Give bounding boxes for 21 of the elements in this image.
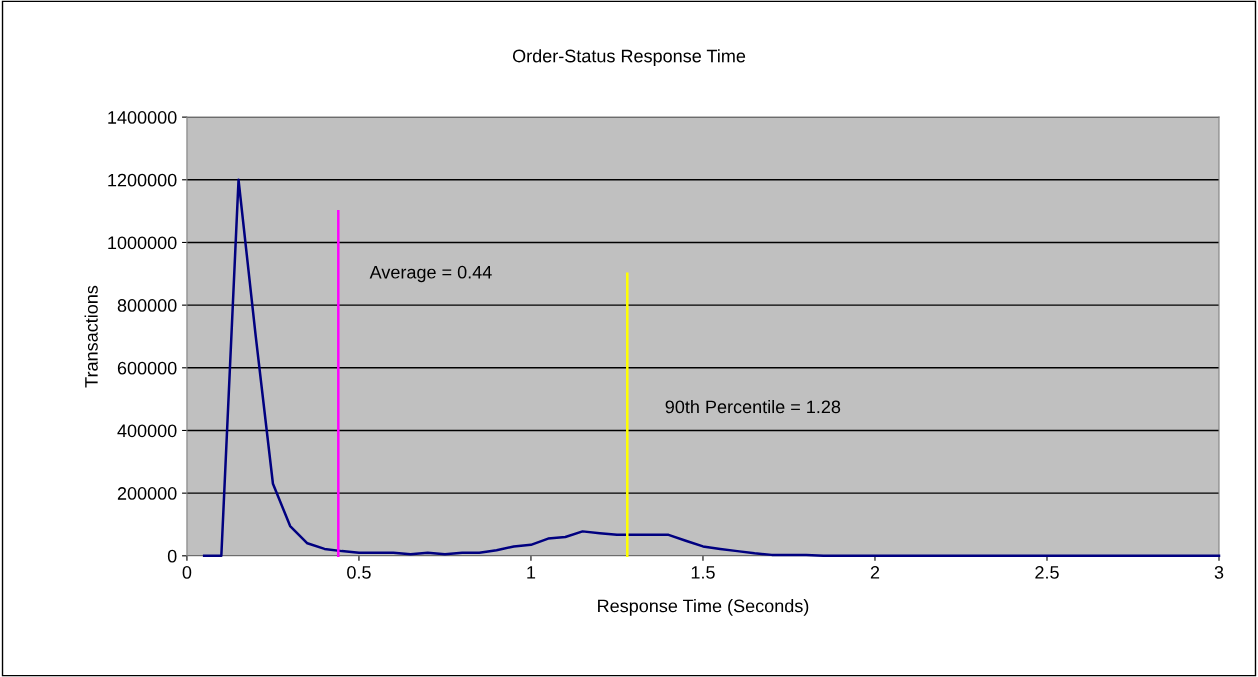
x-tick-label: 1 (527, 566, 536, 579)
y-tick-label: 600000 (117, 361, 177, 375)
x-tick-label: 0 (182, 566, 192, 579)
y-tick-label: 1200000 (108, 173, 177, 187)
chart-title: Order-Status Response Time (512, 49, 746, 66)
x-tick-label: 0.5 (347, 566, 371, 579)
y-tick-label: 800000 (117, 299, 177, 312)
y-tick-label: 400000 (117, 424, 177, 438)
annotation: Average = 0.44 (369, 265, 492, 283)
x-tick-label: 2.5 (1035, 566, 1059, 579)
x-tick-label: 2 (870, 566, 880, 579)
y-tick-label: 1000000 (108, 236, 177, 250)
x-axis-title: Response Time (Seconds) (598, 599, 809, 616)
x-tick-label: 3 (1214, 566, 1224, 579)
x-tick-label: 1.5 (691, 566, 715, 579)
y-tick-label: 1400000 (108, 111, 177, 124)
annotation: 90th Percentile = 1.28 (665, 400, 841, 414)
y-axis-title: Transactions (84, 285, 98, 388)
y-tick-label: 0 (167, 549, 177, 563)
y-tick-label: 200000 (117, 487, 177, 500)
line-series (202, 178, 1221, 558)
